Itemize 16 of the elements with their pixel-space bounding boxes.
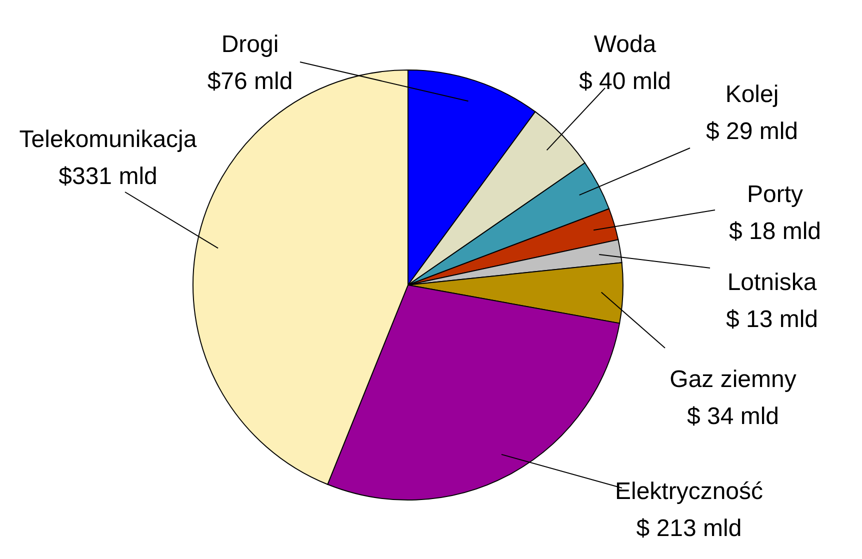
data-label: $ 34 mld [686,403,780,430]
data-label: $ 18 mld [728,218,822,245]
slice-label: Drogi [221,31,279,58]
slice-label: Woda [594,31,657,58]
slice-label: Lotniska [727,269,818,296]
data-label: $ 13 mld [726,306,818,333]
data-label: $ 40 mld [578,68,672,95]
slice-label: Gaz ziemny [670,366,796,393]
data-label: $ 29 mld [706,118,798,145]
slice-label: Porty [746,181,804,208]
data-label: $ 213 mld [636,515,742,542]
slice-label: Kolej [725,81,779,108]
data-label: $331 mld [58,163,158,190]
slice-label: Telekomunikacja [19,126,198,153]
slice-label: Elektryczność [614,478,764,505]
data-label: $76 mld [207,68,293,95]
